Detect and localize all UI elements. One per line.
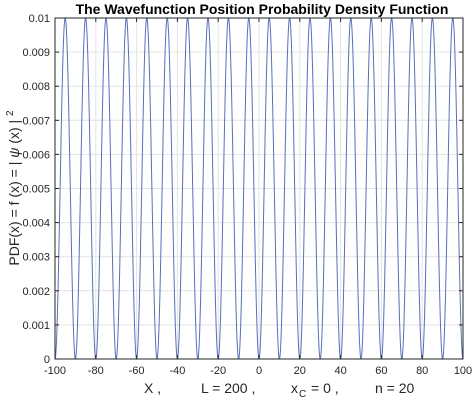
y-tick-label: 0.009 <box>22 47 50 59</box>
y-axis-label: PDF(x) = f (x) = | ψ (x) | 2 <box>5 110 22 266</box>
y-tick-label: 0.001 <box>22 320 50 332</box>
y-tick-label: 0.008 <box>22 81 50 93</box>
y-label-left: PDF(x) = f (x) = | <box>6 162 22 266</box>
x-label-l: L = 200 , <box>201 380 255 396</box>
y-tick-label: 0.006 <box>22 149 50 161</box>
y-tick-label: 0.003 <box>22 252 50 264</box>
x-tick-label: -60 <box>129 365 145 377</box>
x-tick-label: 40 <box>334 365 346 377</box>
y-tick-label: 0 <box>44 354 50 366</box>
x-tick-label: -80 <box>88 365 104 377</box>
x-tick-label: -40 <box>169 365 185 377</box>
y-tick-label: 0.005 <box>22 184 50 196</box>
x-tick-label: 80 <box>416 365 428 377</box>
chart-title: The Wavefunction Position Probability De… <box>76 1 449 17</box>
x-label-xc-value: = 0 , <box>311 380 339 396</box>
x-axis-label: X , L = 200 , x C = 0 , n = 20 <box>144 380 415 400</box>
y-tick-label: 0.007 <box>22 115 50 127</box>
x-tick-labels: -100 -80 -60 -40 -20 0 20 40 60 80 100 <box>44 365 472 377</box>
x-label-x: X , <box>144 380 161 396</box>
x-tick-label: -20 <box>210 365 226 377</box>
y-label-superscript: 2 <box>5 110 16 116</box>
x-tick-label: -100 <box>44 365 66 377</box>
tick-marks <box>54 17 464 360</box>
x-label-xc-subscript: C <box>299 389 306 400</box>
y-label-psi: ψ <box>6 148 22 158</box>
x-label-n: n = 20 <box>375 380 415 396</box>
y-tick-label: 0.01 <box>29 13 50 25</box>
y-tick-label: 0.004 <box>22 218 50 230</box>
x-tick-label: 60 <box>375 365 387 377</box>
y-label-right: (x) | <box>6 120 22 144</box>
x-tick-label: 20 <box>294 365 306 377</box>
x-tick-label: 100 <box>454 365 472 377</box>
y-tick-labels: 0 0.001 0.002 0.003 0.004 0.005 0.006 0.007 0.00… <box>22 13 50 366</box>
y-tick-label: 0.002 <box>22 286 50 298</box>
x-label-xc: x <box>291 380 298 396</box>
x-tick-label: 0 <box>256 365 262 377</box>
